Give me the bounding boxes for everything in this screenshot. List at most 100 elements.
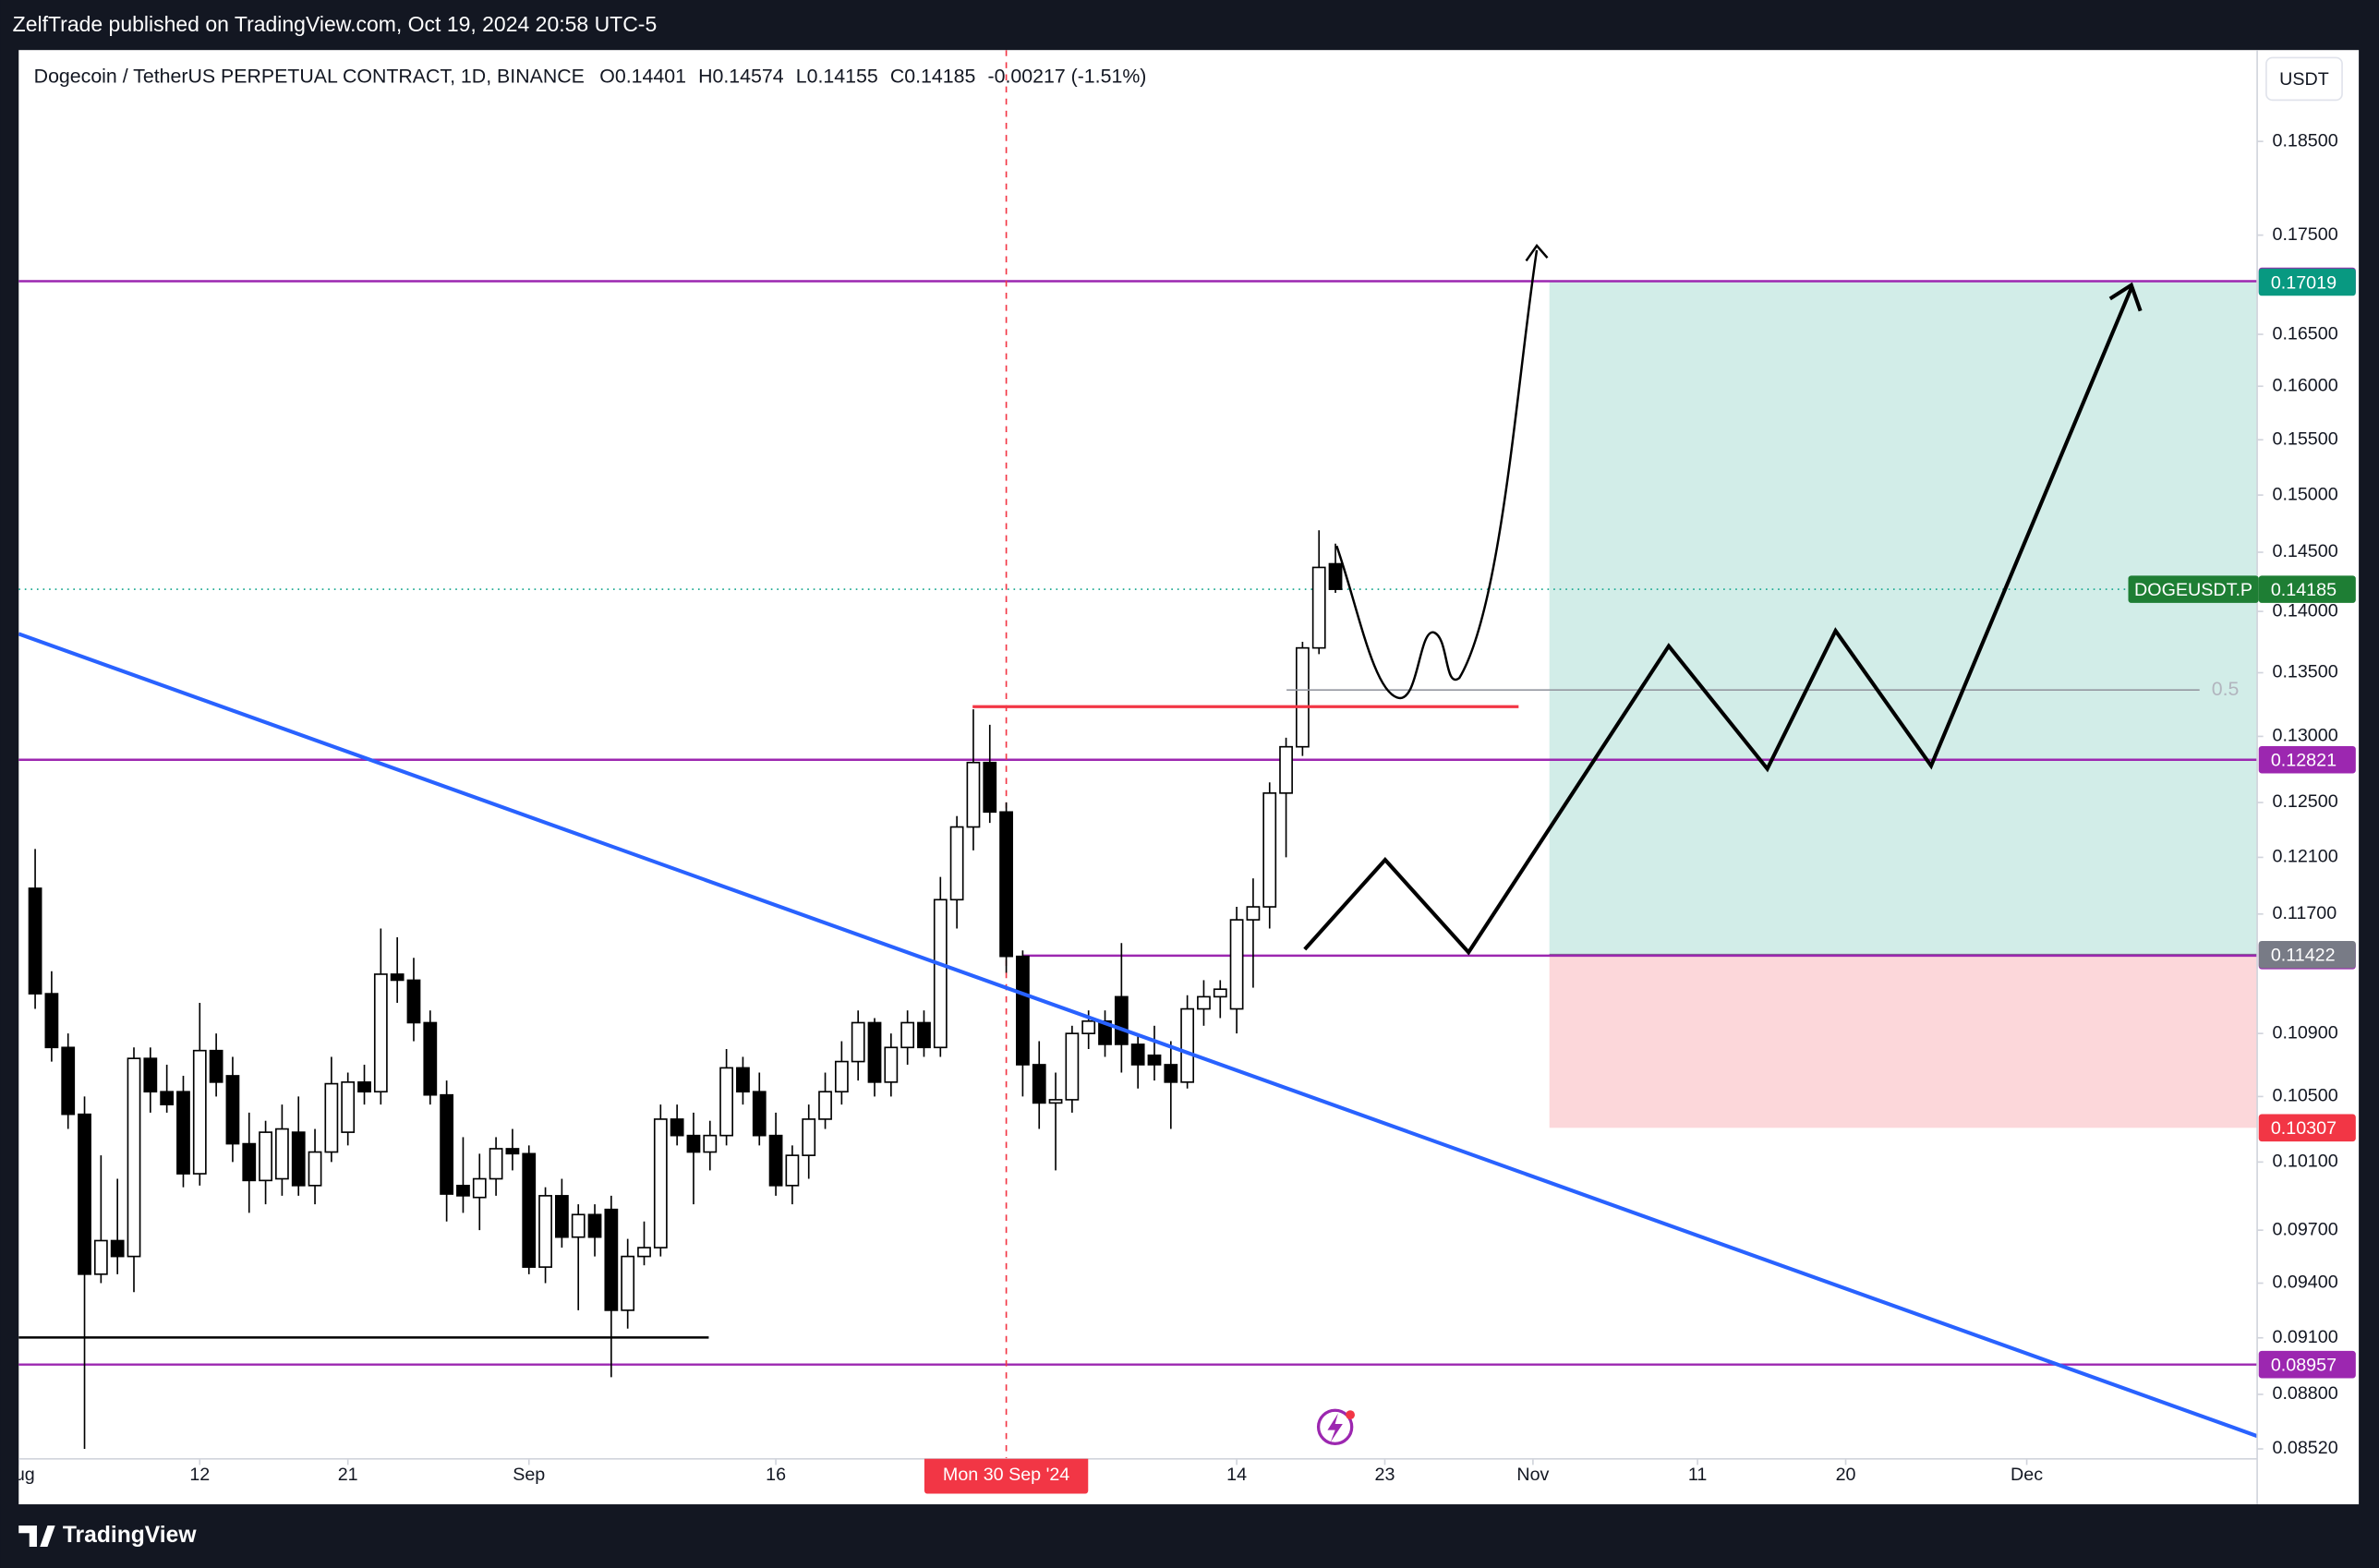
x-tick-label: 12 <box>189 1465 210 1485</box>
candle-body <box>1130 1043 1145 1066</box>
price-tag <box>2258 268 2356 296</box>
axes: 0.18500 0.17500 0.16500 0.16000 0.15500 0.150… <box>2257 130 2338 1458</box>
candle-body <box>143 1057 158 1093</box>
replay-icon[interactable] <box>1316 1408 1355 1445</box>
candle-body <box>686 1134 701 1153</box>
candle-body <box>357 1081 371 1093</box>
icon-dot <box>1346 1410 1355 1420</box>
candle-body <box>127 1057 141 1258</box>
candle-body <box>275 1128 289 1180</box>
candle-body <box>406 979 421 1024</box>
candle-body <box>291 1131 306 1187</box>
candle-body <box>1311 566 1326 649</box>
brand: TradingView <box>18 1523 197 1548</box>
candle-body <box>1213 988 1227 998</box>
candle-body <box>538 1195 552 1268</box>
time-axis: Aug 12 21 Sep 16 14 23 Nov 11 20 Dec Mon 30 Sep '24 <box>3 1458 2043 1494</box>
candle-body <box>505 1148 520 1155</box>
last-price-tag <box>2258 575 2356 603</box>
candle-body <box>917 1021 931 1049</box>
symbol-label: DOGEUSDT.P <box>2134 580 2252 600</box>
arrow-head <box>1525 244 1549 262</box>
candle-body <box>587 1213 602 1238</box>
arrow-head <box>2108 282 2143 312</box>
fib-label: 0.5 <box>2212 678 2240 700</box>
price-tag <box>2258 1114 2356 1142</box>
candle-body <box>160 1091 175 1105</box>
candle-body <box>703 1134 718 1153</box>
y-tick-label: 0.15000 <box>2273 484 2338 504</box>
last-price-label: 0.14185 <box>2271 580 2337 600</box>
candle-body <box>621 1255 635 1311</box>
candle-body <box>785 1154 800 1187</box>
y-tick-label: 0.17500 <box>2273 224 2338 245</box>
candle-body <box>1065 1032 1080 1101</box>
candle-body <box>1098 1019 1112 1045</box>
crosshair-tag <box>924 1458 1089 1494</box>
price-tag <box>2258 1350 2356 1379</box>
chart-panel <box>18 50 2360 1505</box>
candle-body <box>373 973 388 1093</box>
price-tag-label: 0.10307 <box>2271 1118 2337 1139</box>
candle-body <box>1180 1007 1195 1083</box>
trendline <box>18 632 2258 1439</box>
candle-body <box>768 1134 783 1187</box>
candle-body <box>341 1081 356 1133</box>
candle-body <box>736 1067 750 1093</box>
x-tick-label: Aug <box>3 1465 35 1485</box>
candle-body <box>949 826 964 901</box>
currency-button[interactable] <box>2265 56 2343 102</box>
candle-body <box>834 1060 849 1093</box>
candle-body <box>61 1046 76 1116</box>
candle-body <box>802 1118 816 1156</box>
candle-body <box>390 973 405 982</box>
price-tag-label: 0.08957 <box>2271 1356 2337 1376</box>
candle-body <box>818 1091 832 1120</box>
candle-body <box>472 1177 487 1199</box>
candle-body <box>653 1118 668 1248</box>
profit-zone <box>1549 282 2258 955</box>
y-tick-label: 0.10900 <box>2273 1022 2338 1043</box>
currency[interactable]: USDT <box>2279 69 2329 90</box>
ohlc-readout: L0.14155 <box>796 65 878 87</box>
ohlc-readout: C0.14185 <box>890 65 975 87</box>
ohlc-readout: -0.00217 (-1.51%) <box>987 65 1146 87</box>
price-tag <box>2258 940 2356 969</box>
candle-body <box>867 1021 882 1083</box>
publisher: ZelfTrade published on TradingView.com, … <box>13 12 658 36</box>
candle-body <box>1295 646 1310 748</box>
candle-body <box>440 1093 454 1195</box>
candle-body <box>1262 792 1277 908</box>
price-tags: 0.170280.128210.114150.089570.170190.114… <box>2128 267 2356 1379</box>
candle-body <box>456 1185 470 1197</box>
candle-body <box>1197 995 1211 1010</box>
icon-bolt <box>1327 1413 1343 1442</box>
candle-body <box>78 1113 91 1275</box>
candle-body <box>900 1021 915 1049</box>
y-tick-label: 0.12500 <box>2273 791 2338 812</box>
x-tick-label: 16 <box>766 1465 786 1485</box>
candle-body <box>637 1247 651 1258</box>
y-tick-label: 0.09400 <box>2273 1272 2338 1293</box>
candle-body <box>983 761 997 814</box>
x-tick-label: 23 <box>1375 1465 1395 1485</box>
ohlc-readout: H0.14574 <box>698 65 784 87</box>
candle-body <box>1328 562 1343 590</box>
candle-body <box>884 1046 899 1083</box>
candle-body <box>1114 995 1129 1045</box>
candle-body <box>1147 1054 1162 1066</box>
y-tick-label: 0.09700 <box>2273 1219 2338 1239</box>
candle-body <box>93 1239 108 1275</box>
y-tick-label: 0.13500 <box>2273 662 2338 682</box>
candle-body <box>670 1118 684 1137</box>
symbol-tag <box>2128 575 2259 603</box>
candle-body <box>192 1049 207 1175</box>
candle-body <box>999 811 1013 958</box>
candle-body <box>1032 1064 1046 1104</box>
candle-body <box>489 1148 503 1180</box>
candle-body <box>571 1213 586 1238</box>
brand-name: TradingView <box>63 1523 197 1548</box>
y-tick-label: 0.16000 <box>2273 375 2338 395</box>
projection-curve <box>1335 249 1539 699</box>
